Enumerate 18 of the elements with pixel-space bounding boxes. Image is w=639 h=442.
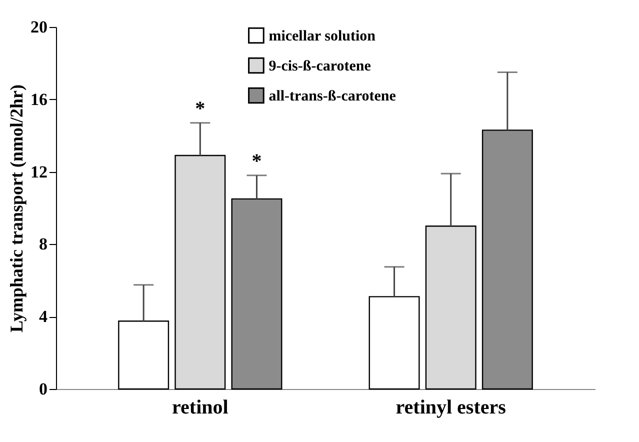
y-tick-label: 16 [30,90,48,109]
y-tick-label: 0 [39,380,48,398]
y-axis-title: Lymphatic transport (nmol/2hr) [6,84,26,333]
bar [174,154,226,390]
x-tick-label: retinol [172,396,229,418]
legend-label: 9-cis-ß-carotene [268,58,372,74]
annotation: * [195,98,206,120]
bar [425,226,476,390]
legend-label: micellar solution [268,28,376,44]
y-tick-label: 12 [30,162,48,182]
y-tick-label: 4 [39,307,48,326]
y-tick-label: 8 [39,234,48,254]
bar [368,296,420,390]
x-tick-label: retinyl esters [396,396,506,418]
legend-label: all-trans-ß-carotene [268,88,396,104]
bar [118,320,170,390]
y-tick-label: 20 [30,18,48,36]
annotation: * [252,150,262,172]
